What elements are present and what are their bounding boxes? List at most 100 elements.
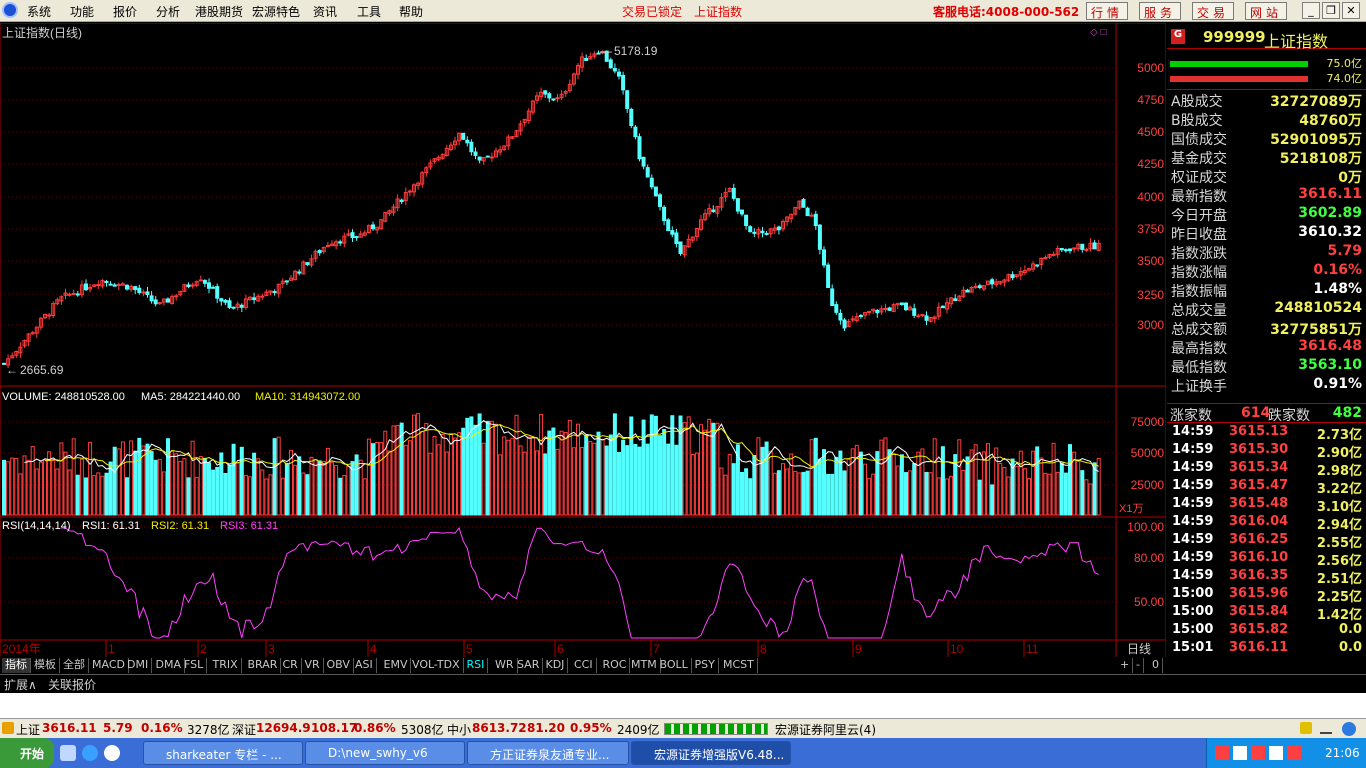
menu-system[interactable]: 系统 <box>27 5 52 19</box>
tick-row: 15:00 3615.84 1.42亿 <box>1169 604 1366 623</box>
indicator-tab[interactable]: WR <box>492 658 518 673</box>
broker-server[interactable]: 宏源证券阿里云(4) <box>775 723 876 737</box>
menu-hongyuan[interactable]: 宏源特色 <box>252 5 301 19</box>
tab-service[interactable]: 服务 <box>1139 2 1182 20</box>
candle-body <box>633 126 638 138</box>
volume-bar <box>608 434 613 516</box>
candle-body <box>801 199 806 208</box>
indicator-tab[interactable]: KDJ <box>543 658 569 673</box>
candle-body <box>141 291 146 294</box>
candle-body <box>59 296 64 302</box>
app-quick-icon[interactable] <box>104 745 120 761</box>
indicator-tab[interactable]: BOLL <box>657 658 692 673</box>
candle-body <box>18 346 23 354</box>
indicator-control[interactable]: + <box>1117 658 1134 673</box>
rsi2-label: RSI2: 61.31 <box>151 520 209 532</box>
indicator-tab[interactable]: MACD <box>89 658 129 673</box>
signal-icon[interactable] <box>1320 722 1332 734</box>
volume-bar <box>444 451 449 516</box>
tray-icon[interactable] <box>1300 722 1312 734</box>
menu-hk-futures[interactable]: 港股期货 <box>195 5 244 19</box>
tray-icons[interactable] <box>1215 746 1305 760</box>
indicator-tab[interactable]: BRAR <box>245 658 282 673</box>
app-logo-icon[interactable] <box>2 2 18 18</box>
chart-marker-icon[interactable]: ◇ □ <box>1090 27 1107 38</box>
tab-trade[interactable]: 交易 <box>1192 2 1235 20</box>
info-icon[interactable] <box>1342 722 1356 736</box>
candle-body <box>813 213 818 227</box>
indicator-tab[interactable]: 指标 <box>2 658 31 673</box>
quote-label: 最新指数 <box>1171 189 1227 205</box>
candle-body <box>1039 257 1044 265</box>
task-hongyuan[interactable]: 宏源证券增强版V6.48... <box>631 741 791 765</box>
indicator-tab[interactable]: MTM <box>628 658 661 673</box>
volume-bar <box>887 449 892 516</box>
volume-bar <box>284 462 289 516</box>
volume-bar <box>432 435 437 516</box>
indicator-tab[interactable]: TRIX <box>210 658 242 673</box>
menu-tools[interactable]: 工具 <box>357 5 382 19</box>
close-icon[interactable]: ✕ <box>1342 2 1360 19</box>
indicator-tab[interactable]: MCST <box>720 658 758 673</box>
indicator-tab[interactable]: VOL-TDX <box>409 658 464 673</box>
indicator-control[interactable]: - <box>1133 658 1144 673</box>
task-fangzheng[interactable]: 方正证券泉友通专业... <box>467 741 629 765</box>
volume-bar <box>252 452 257 516</box>
volume-bar <box>842 470 847 516</box>
quicklaunch-icon[interactable] <box>60 745 76 761</box>
indicator-tab[interactable]: DMA <box>153 658 185 673</box>
menu-quote[interactable]: 报价 <box>113 5 138 19</box>
indicator-control[interactable]: 0 <box>1149 658 1163 673</box>
g-badge-icon[interactable]: G <box>1171 29 1185 44</box>
candle-body <box>293 270 298 281</box>
indicator-tab[interactable]: CR <box>280 658 302 673</box>
task-browser[interactable]: sharkeater 专栏 - ... <box>143 741 303 765</box>
kline-chart[interactable]: ◇ □ 上证指数(日线) 5178.19 — ← 2665.69 5000 47… <box>0 23 1166 658</box>
indicator-tab[interactable]: PSY <box>692 658 719 673</box>
volume-bar <box>321 460 326 516</box>
indicator-tab[interactable]: 全部 <box>60 658 89 673</box>
ie-icon[interactable] <box>82 745 98 761</box>
volume-bar <box>1022 468 1027 516</box>
candle-body <box>977 285 982 288</box>
volume-bar <box>448 433 453 516</box>
minimize-icon[interactable]: _ <box>1302 2 1320 19</box>
indicator-tab[interactable]: 模板 <box>31 658 60 673</box>
candle-body <box>387 210 392 215</box>
volume-bar <box>617 451 621 516</box>
volume-bar <box>891 452 896 516</box>
volume-bar <box>875 451 880 516</box>
volume-unit[interactable]: X1万 <box>1119 503 1143 515</box>
start-button[interactable]: 开始 <box>0 738 54 768</box>
lock-icon[interactable] <box>2 722 14 734</box>
indicator-tab[interactable]: SAR <box>514 658 544 673</box>
menu-analysis[interactable]: 分析 <box>156 5 181 19</box>
restore-icon[interactable]: ❐ <box>1322 2 1340 19</box>
menu-function[interactable]: 功能 <box>70 5 95 19</box>
related-quote-tab[interactable]: 关联报价 <box>48 678 97 692</box>
indicator-tab[interactable]: EMV <box>381 658 412 673</box>
indicator-tab[interactable]: OBV <box>324 658 354 673</box>
indicator-tab[interactable]: RSI <box>464 658 489 673</box>
trade-lock-status[interactable]: 交易已锁定 <box>622 5 683 19</box>
menu-news[interactable]: 资讯 <box>313 5 338 19</box>
candle-body <box>481 156 486 162</box>
menu-help[interactable]: 帮助 <box>399 5 424 19</box>
indicator-tab[interactable]: CCI <box>571 658 597 673</box>
quote-row: 昨日收盘 3610.32 <box>1167 224 1366 243</box>
tab-market[interactable]: 行情 <box>1086 2 1129 20</box>
volume-bar <box>945 478 949 516</box>
expand-tab[interactable]: 扩展∧ <box>4 678 37 692</box>
indicator-tab[interactable]: VR <box>302 658 324 673</box>
candle-body <box>239 304 244 308</box>
task-explorer[interactable]: D:\new_swhy_v6 <box>305 741 465 765</box>
tab-website[interactable]: 网站 <box>1245 2 1288 20</box>
volume-bar <box>71 438 76 516</box>
candle-body <box>559 93 564 99</box>
indicator-tab[interactable]: ASI <box>352 658 377 673</box>
volume-bar <box>809 439 814 516</box>
indicator-tab[interactable]: ROC <box>600 658 631 673</box>
tick-vol: 1.42亿 <box>1316 608 1362 623</box>
indicator-tab[interactable]: FSL <box>181 658 208 673</box>
indicator-tab[interactable]: DMI <box>124 658 153 673</box>
